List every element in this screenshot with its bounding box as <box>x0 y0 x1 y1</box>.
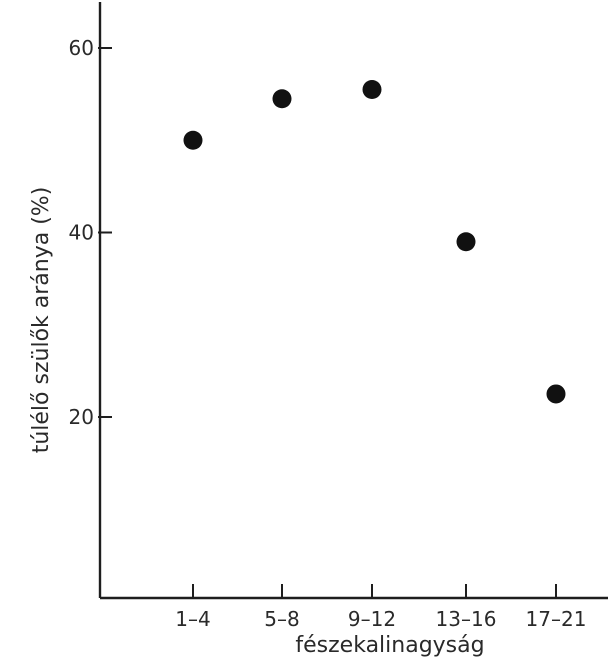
y-tick-label: 60 <box>69 36 94 60</box>
y-tick-label: 20 <box>69 405 94 429</box>
x-tick-label: 5–8 <box>264 607 299 631</box>
x-tick-label: 1–4 <box>175 607 210 631</box>
y-ticks: 20 40 60 <box>69 36 112 429</box>
y-tick-label: 40 <box>69 221 94 245</box>
y-axis-title: túlélő szülők aránya (%) <box>29 187 54 454</box>
data-point <box>546 384 566 404</box>
x-tick-label: 9–12 <box>348 607 396 631</box>
x-axis-title: fészekalinagyság <box>295 633 484 658</box>
data-point <box>272 89 292 109</box>
data-point <box>362 80 382 100</box>
x-tick-label: 13–16 <box>436 607 497 631</box>
x-tick-label: 17–21 <box>526 607 587 631</box>
x-ticks: 1–4 5–8 9–12 13–16 17–21 <box>175 584 586 631</box>
axes <box>98 2 608 600</box>
data-points <box>183 80 566 404</box>
data-point <box>456 232 476 252</box>
data-point <box>183 130 203 150</box>
